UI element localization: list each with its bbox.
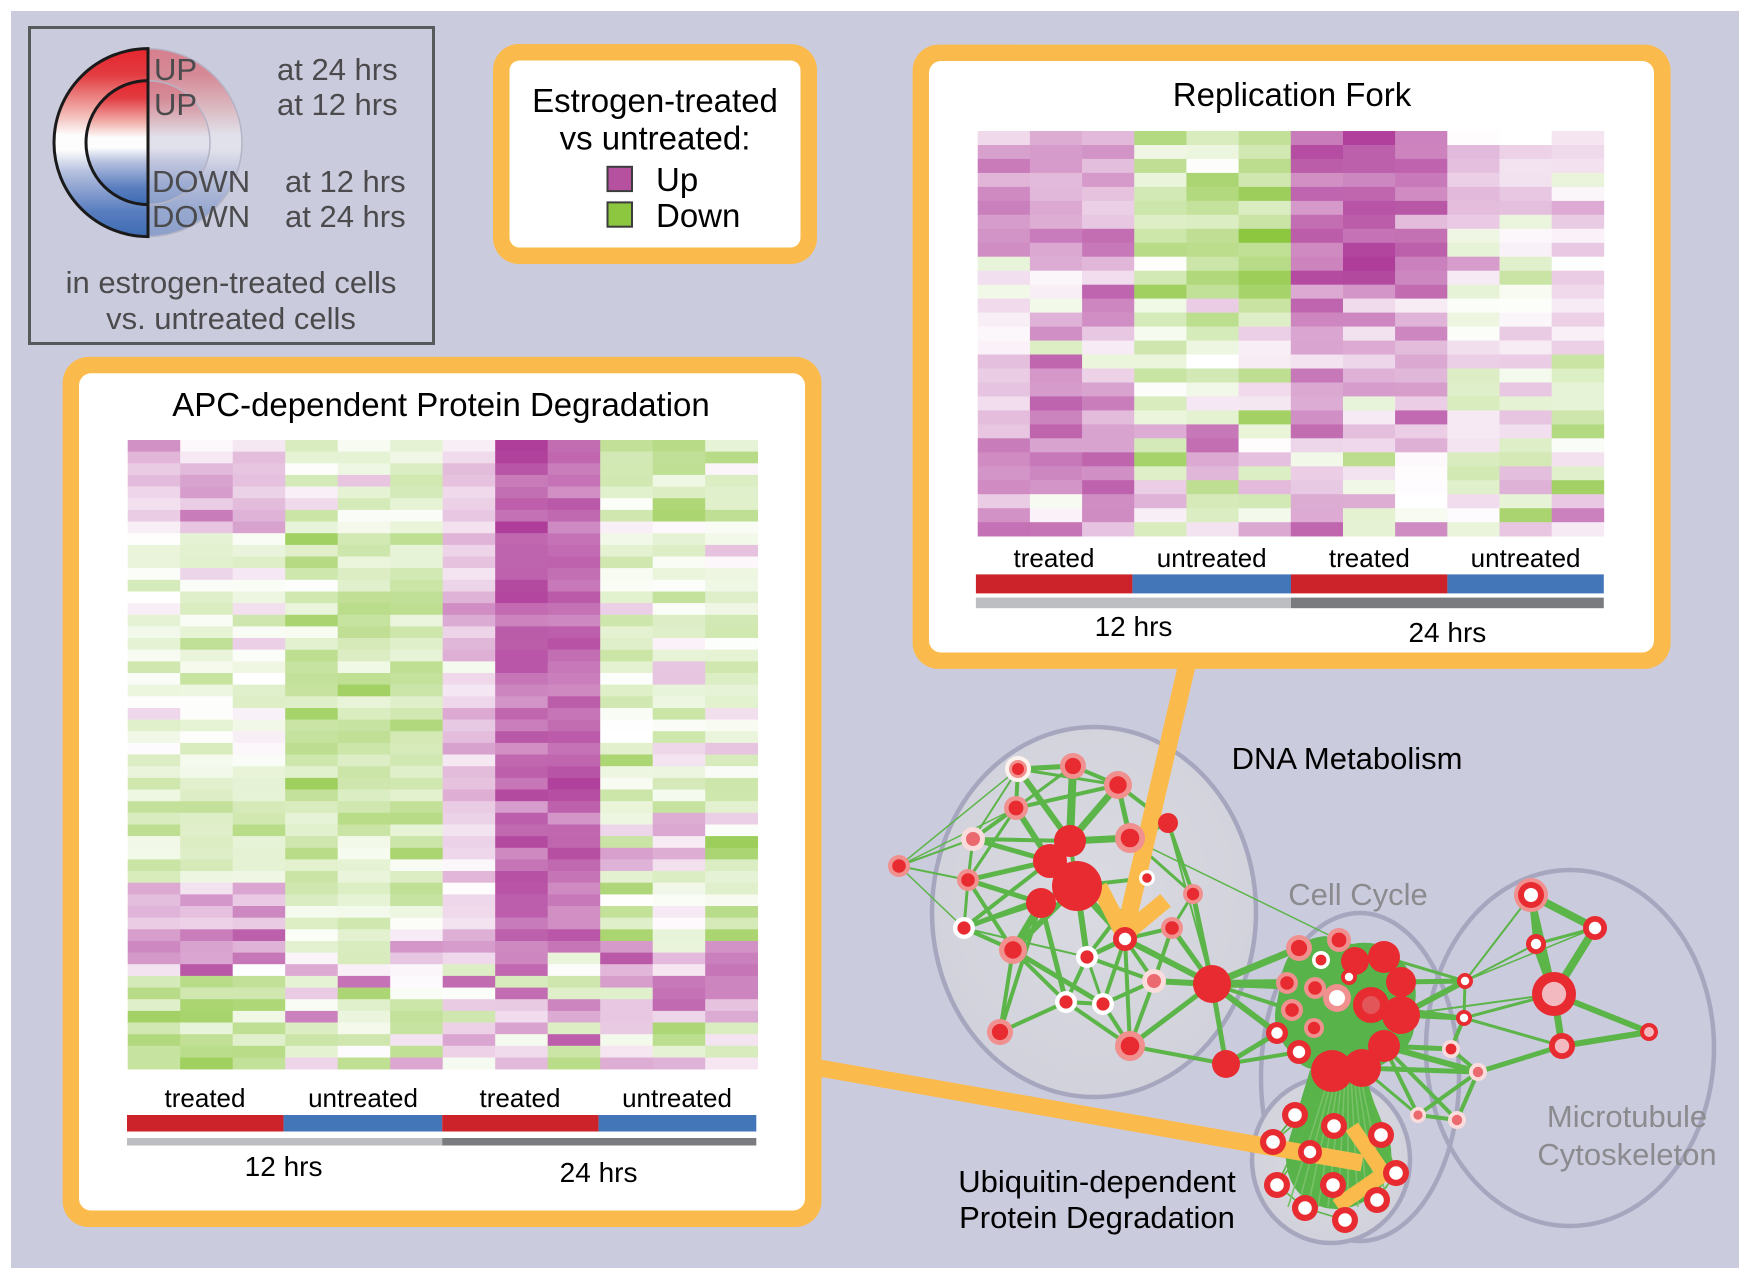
svg-text:at 12 hrs: at 12 hrs bbox=[277, 87, 398, 122]
svg-text:untreated: untreated bbox=[1471, 543, 1581, 573]
svg-text:APC-dependent Protein Degradat: APC-dependent Protein Degradation bbox=[172, 386, 710, 423]
svg-text:Up: Up bbox=[656, 161, 698, 198]
svg-text:24 hrs: 24 hrs bbox=[1408, 617, 1486, 648]
svg-text:treated: treated bbox=[480, 1083, 561, 1113]
svg-text:12 hrs: 12 hrs bbox=[245, 1151, 323, 1182]
svg-text:DOWN: DOWN bbox=[152, 164, 250, 199]
svg-text:Cell Cycle: Cell Cycle bbox=[1288, 877, 1428, 912]
svg-text:Ubiquitin-dependent: Ubiquitin-dependent bbox=[958, 1164, 1236, 1199]
svg-text:24 hrs: 24 hrs bbox=[560, 1157, 638, 1188]
svg-text:Replication Fork: Replication Fork bbox=[1173, 76, 1412, 113]
svg-text:at 12 hrs: at 12 hrs bbox=[285, 164, 406, 199]
svg-text:12 hrs: 12 hrs bbox=[1095, 611, 1173, 642]
svg-text:Protein Degradation: Protein Degradation bbox=[959, 1200, 1235, 1235]
svg-text:UP: UP bbox=[154, 52, 197, 87]
svg-text:at 24 hrs: at 24 hrs bbox=[285, 199, 406, 234]
svg-text:treated: treated bbox=[165, 1083, 246, 1113]
svg-text:in estrogen-treated cells: in estrogen-treated cells bbox=[66, 265, 397, 300]
svg-text:DNA Metabolism: DNA Metabolism bbox=[1232, 741, 1463, 776]
svg-text:Down: Down bbox=[656, 197, 740, 234]
svg-text:Cytoskeleton: Cytoskeleton bbox=[1537, 1137, 1716, 1172]
svg-text:Microtubule: Microtubule bbox=[1547, 1099, 1707, 1134]
svg-text:untreated: untreated bbox=[308, 1083, 418, 1113]
svg-text:treated: treated bbox=[1014, 543, 1095, 573]
svg-text:treated: treated bbox=[1329, 543, 1410, 573]
svg-text:vs untreated:: vs untreated: bbox=[560, 120, 751, 157]
svg-text:UP: UP bbox=[154, 87, 197, 122]
svg-text:untreated: untreated bbox=[622, 1083, 732, 1113]
svg-text:at 24 hrs: at 24 hrs bbox=[277, 52, 398, 87]
svg-text:DOWN: DOWN bbox=[152, 199, 250, 234]
svg-text:vs. untreated cells: vs. untreated cells bbox=[106, 301, 356, 336]
svg-text:Estrogen-treated: Estrogen-treated bbox=[532, 82, 778, 119]
svg-text:untreated: untreated bbox=[1157, 543, 1267, 573]
